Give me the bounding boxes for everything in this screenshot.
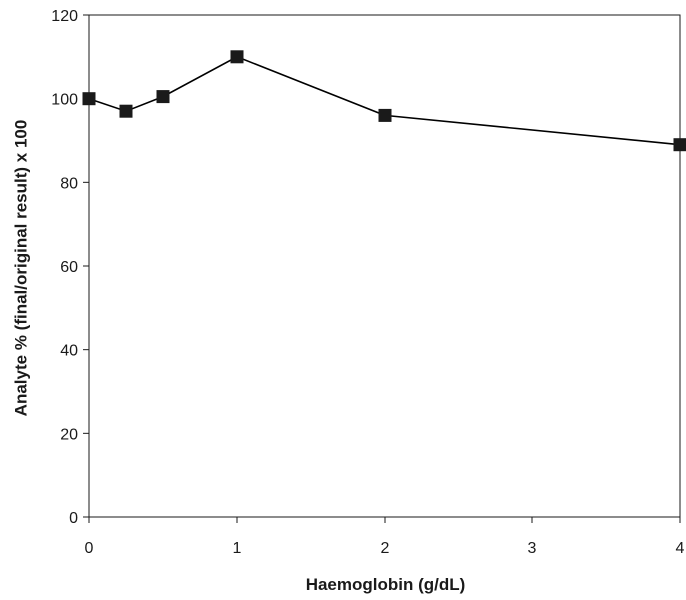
x-tick-label: 1 bbox=[233, 540, 242, 557]
data-point-marker bbox=[673, 138, 686, 152]
x-tick-label: 3 bbox=[528, 540, 537, 557]
data-point-marker bbox=[230, 50, 244, 64]
x-tick-label: 0 bbox=[85, 540, 94, 557]
y-tick-label: 0 bbox=[69, 510, 78, 527]
y-tick-label: 40 bbox=[60, 343, 78, 360]
data-point-marker bbox=[119, 104, 133, 118]
y-axis-title: Analyte % (final/original result) x 100 bbox=[11, 120, 30, 417]
y-tick-label: 120 bbox=[51, 8, 78, 25]
data-point-marker bbox=[82, 92, 96, 106]
y-tick-label: 100 bbox=[51, 92, 78, 109]
ticks: 0 20 40 60 80 100 120 0 1 2 3 4 bbox=[51, 8, 684, 557]
x-tick-label: 4 bbox=[676, 540, 685, 557]
y-tick-label: 60 bbox=[60, 259, 78, 276]
series-line bbox=[88, 55, 681, 146]
x-axis-title: Haemoglobin (g/dL) bbox=[306, 575, 466, 594]
series bbox=[82, 50, 686, 152]
plot-frame bbox=[88, 14, 681, 518]
data-point-marker bbox=[378, 108, 392, 122]
y-tick-label: 20 bbox=[60, 426, 78, 443]
data-point-marker bbox=[156, 90, 170, 104]
y-tick-label: 80 bbox=[60, 175, 78, 192]
x-tick-label: 2 bbox=[381, 540, 390, 557]
axes bbox=[88, 14, 681, 518]
